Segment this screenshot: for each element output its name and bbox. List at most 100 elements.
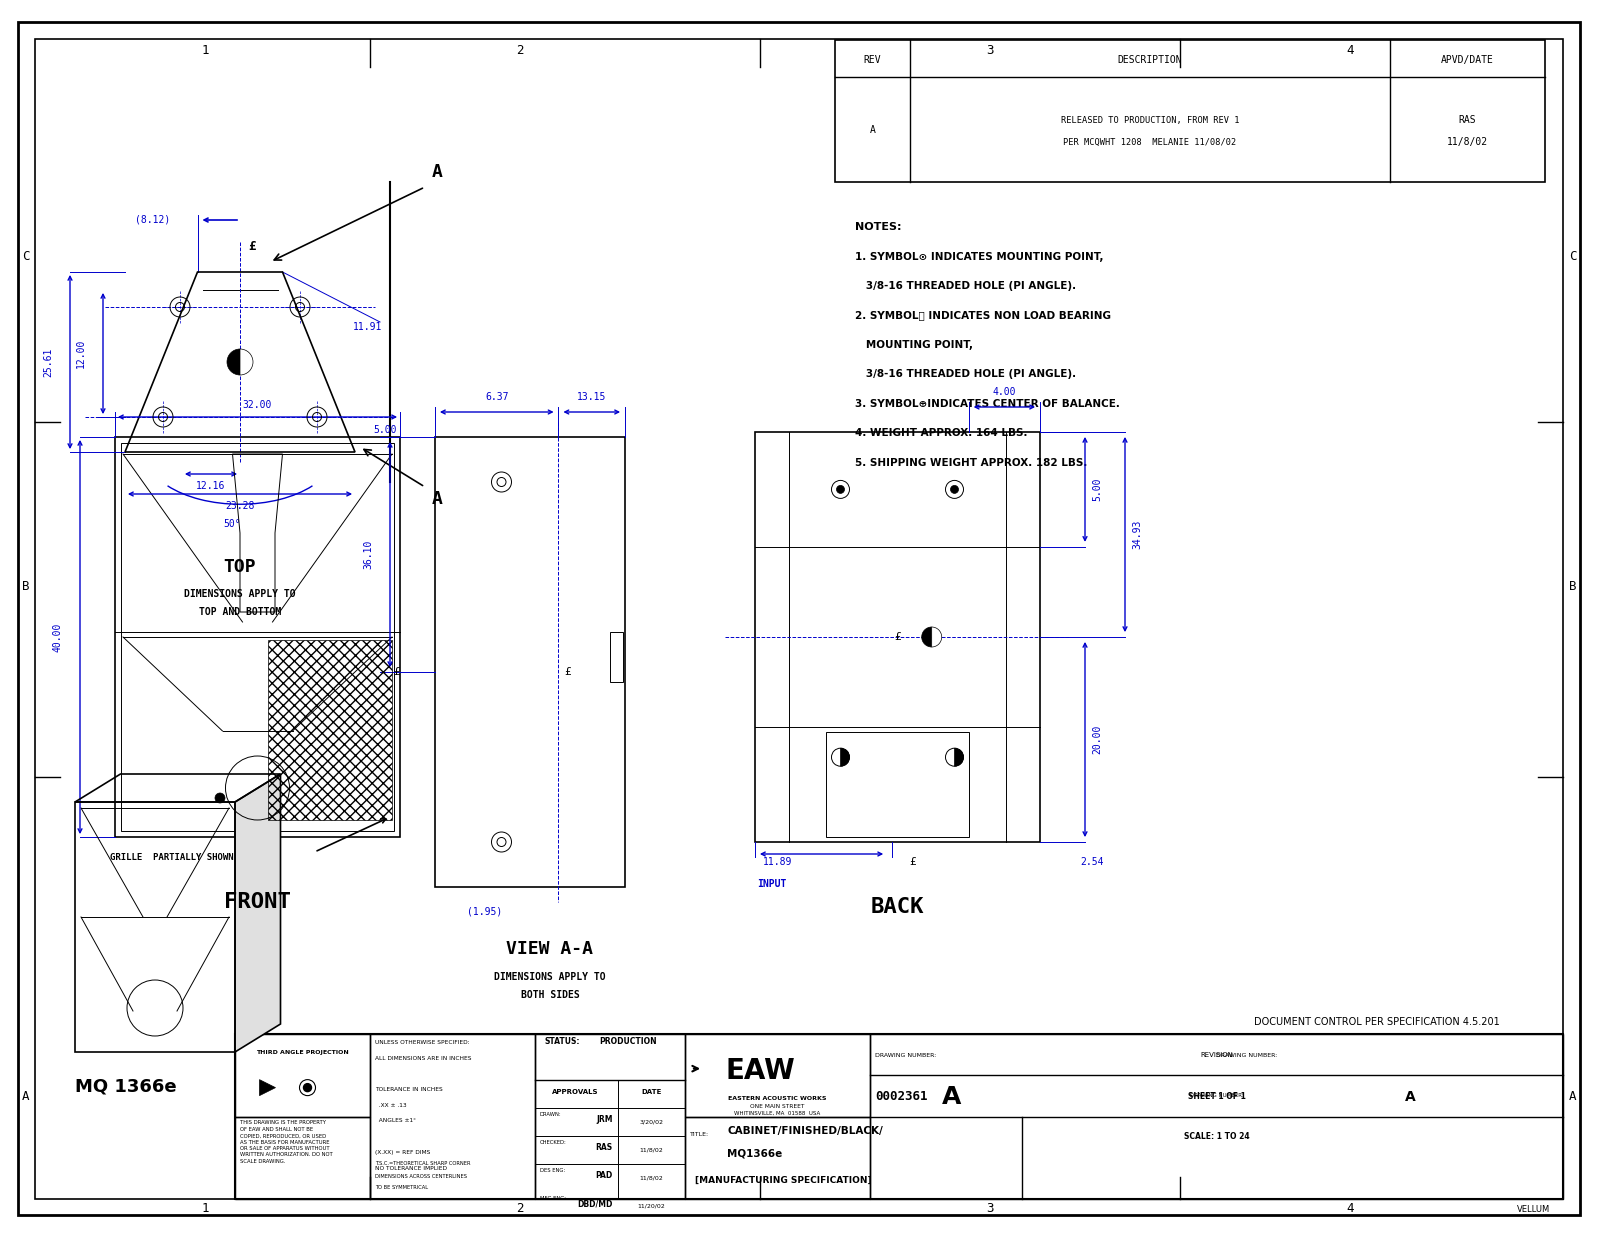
Text: 12.16: 12.16 [197, 481, 226, 491]
Text: 5.00: 5.00 [373, 426, 397, 435]
Text: DESCRIPTION: DESCRIPTION [1118, 54, 1182, 66]
Text: £: £ [909, 857, 915, 867]
Text: PER MCQWHT 1208  MELANIE 11/08/02: PER MCQWHT 1208 MELANIE 11/08/02 [1064, 137, 1237, 146]
Text: BACK: BACK [870, 897, 925, 917]
Text: .XX ± .13: .XX ± .13 [374, 1103, 406, 1108]
Text: DRAWING NUMBER:: DRAWING NUMBER: [875, 1053, 936, 1058]
Text: TOP: TOP [224, 558, 256, 576]
Text: GRILLE  PARTIALLY SHOWN: GRILLE PARTIALLY SHOWN [110, 852, 234, 861]
Text: A: A [432, 163, 443, 181]
Text: STATUS:: STATUS: [546, 1038, 581, 1047]
Bar [826, 732, 968, 837]
Text: T.S.C.=THEORETICAL SHARP CORNER: T.S.C.=THEORETICAL SHARP CORNER [374, 1162, 470, 1166]
Text: 3: 3 [986, 1201, 994, 1215]
Text: NOTES:: NOTES: [854, 221, 901, 233]
Text: 1: 1 [202, 43, 208, 57]
Text: A: A [22, 1091, 30, 1103]
Text: TO BE SYMMETRICAL: TO BE SYMMETRICAL [374, 1185, 429, 1190]
Text: 11/8/02: 11/8/02 [640, 1148, 662, 1153]
Wedge shape [840, 748, 850, 766]
Text: 11.89: 11.89 [763, 857, 792, 867]
Text: OR SALE OF APPARATUS WITHOUT: OR SALE OF APPARATUS WITHOUT [240, 1147, 330, 1152]
Text: 3. SYMBOL⊕INDICATES CENTER OF BALANCE.: 3. SYMBOL⊕INDICATES CENTER OF BALANCE. [854, 400, 1120, 409]
Text: 40.00: 40.00 [53, 622, 62, 652]
Wedge shape [931, 627, 942, 647]
Bar [235, 1034, 1563, 1199]
Text: RAS: RAS [1458, 115, 1475, 125]
Text: £: £ [894, 632, 901, 642]
Text: TITLE:: TITLE: [690, 1132, 709, 1137]
Text: 32.00: 32.00 [243, 400, 272, 409]
Text: ONE MAIN STREET: ONE MAIN STREET [750, 1105, 805, 1110]
Text: A: A [1570, 1091, 1576, 1103]
Text: 3/20/02: 3/20/02 [640, 1119, 664, 1124]
Text: A: A [869, 125, 875, 135]
Bar [122, 443, 394, 831]
Text: TOLERANCE IN INCHES: TOLERANCE IN INCHES [374, 1087, 443, 1092]
Bar [115, 437, 400, 837]
Text: 3/8-16 THREADED HOLE (PI ANGLE).: 3/8-16 THREADED HOLE (PI ANGLE). [854, 281, 1077, 291]
Text: REV: REV [864, 54, 882, 66]
Text: 11.91: 11.91 [354, 322, 382, 332]
Text: THIRD ANGLE PROJECTION: THIRD ANGLE PROJECTION [256, 1050, 349, 1055]
Bar [235, 1034, 370, 1117]
Text: NO TOLERANCE IMPLIED: NO TOLERANCE IMPLIED [374, 1165, 446, 1170]
Text: 2.54: 2.54 [1080, 857, 1104, 867]
Text: MOUNTING POINT,: MOUNTING POINT, [854, 340, 973, 350]
Bar [835, 40, 1546, 182]
Text: DOCUMENT CONTROL PER SPECIFICATION 4.5.201: DOCUMENT CONTROL PER SPECIFICATION 4.5.2… [1254, 1017, 1501, 1027]
Bar [685, 1034, 870, 1117]
Text: 4: 4 [1346, 1201, 1354, 1215]
Text: COPIED, REPRODUCED, OR USED: COPIED, REPRODUCED, OR USED [240, 1133, 326, 1138]
Text: OF EAW AND SHALL NOT BE: OF EAW AND SHALL NOT BE [240, 1127, 314, 1132]
Text: 2: 2 [517, 1201, 523, 1215]
Text: 11/8/02: 11/8/02 [1446, 137, 1488, 147]
Text: [MANUFACTURING SPECIFICATION]: [MANUFACTURING SPECIFICATION] [694, 1176, 872, 1185]
Circle shape [837, 485, 845, 494]
Text: 12.00: 12.00 [77, 339, 86, 369]
Bar [235, 1117, 370, 1199]
Text: A: A [942, 1085, 962, 1108]
Text: MQ 1366e: MQ 1366e [75, 1077, 176, 1096]
Text: 20.00: 20.00 [1091, 725, 1102, 755]
Text: C: C [22, 251, 30, 263]
Text: A: A [1405, 1090, 1416, 1103]
Text: THIS DRAWING IS THE PROPERTY: THIS DRAWING IS THE PROPERTY [240, 1121, 326, 1126]
Polygon shape [259, 1080, 275, 1096]
Text: DBD/MD: DBD/MD [578, 1199, 613, 1209]
Text: 50°: 50° [222, 520, 242, 529]
Text: CHECKED:: CHECKED: [541, 1141, 566, 1145]
Text: FRONT: FRONT [224, 892, 291, 912]
Text: 2: 2 [517, 43, 523, 57]
Text: B: B [22, 580, 30, 594]
Text: 23.28: 23.28 [226, 501, 254, 511]
Text: £: £ [248, 240, 256, 254]
Wedge shape [922, 627, 931, 647]
Bar [267, 640, 392, 820]
Text: DATE: DATE [642, 1090, 661, 1095]
Text: VIEW A-A: VIEW A-A [507, 940, 594, 957]
Wedge shape [240, 349, 253, 375]
Text: ANGLES ±1°: ANGLES ±1° [374, 1118, 416, 1123]
Text: (X.XX) = REF DIMS: (X.XX) = REF DIMS [374, 1150, 430, 1155]
Text: B: B [1570, 580, 1576, 594]
Bar [370, 1034, 534, 1199]
Polygon shape [235, 774, 280, 1051]
Text: DRAWN:: DRAWN: [541, 1112, 562, 1117]
Text: CABINET/FINISHED/BLACK/: CABINET/FINISHED/BLACK/ [726, 1127, 883, 1137]
Text: PRODUCTION: PRODUCTION [598, 1038, 658, 1047]
Text: 4. WEIGHT APPROX. 164 LBS.: 4. WEIGHT APPROX. 164 LBS. [854, 428, 1027, 438]
Text: DIMENSIONS APPLY TO: DIMENSIONS APPLY TO [184, 589, 296, 599]
Bar [870, 1034, 1563, 1199]
Text: C: C [1570, 251, 1576, 263]
Text: 0002361: 0002361 [875, 1090, 928, 1103]
Text: 36.10: 36.10 [363, 539, 373, 569]
Text: (1.95): (1.95) [467, 907, 502, 917]
Text: DIMENSIONS ACROSS CENTERLINES: DIMENSIONS ACROSS CENTERLINES [374, 1174, 467, 1179]
Text: UNLESS OTHERWISE SPECIFIED:: UNLESS OTHERWISE SPECIFIED: [374, 1040, 470, 1045]
Text: 11/20/02: 11/20/02 [637, 1204, 666, 1209]
Text: BOTH SIDES: BOTH SIDES [520, 990, 579, 999]
Text: DES ENG:: DES ENG: [541, 1168, 565, 1173]
Text: SHEET 1 OF 1: SHEET 1 OF 1 [1187, 1092, 1245, 1101]
Text: EASTERN ACOUSTIC WORKS: EASTERN ACOUSTIC WORKS [728, 1096, 827, 1101]
